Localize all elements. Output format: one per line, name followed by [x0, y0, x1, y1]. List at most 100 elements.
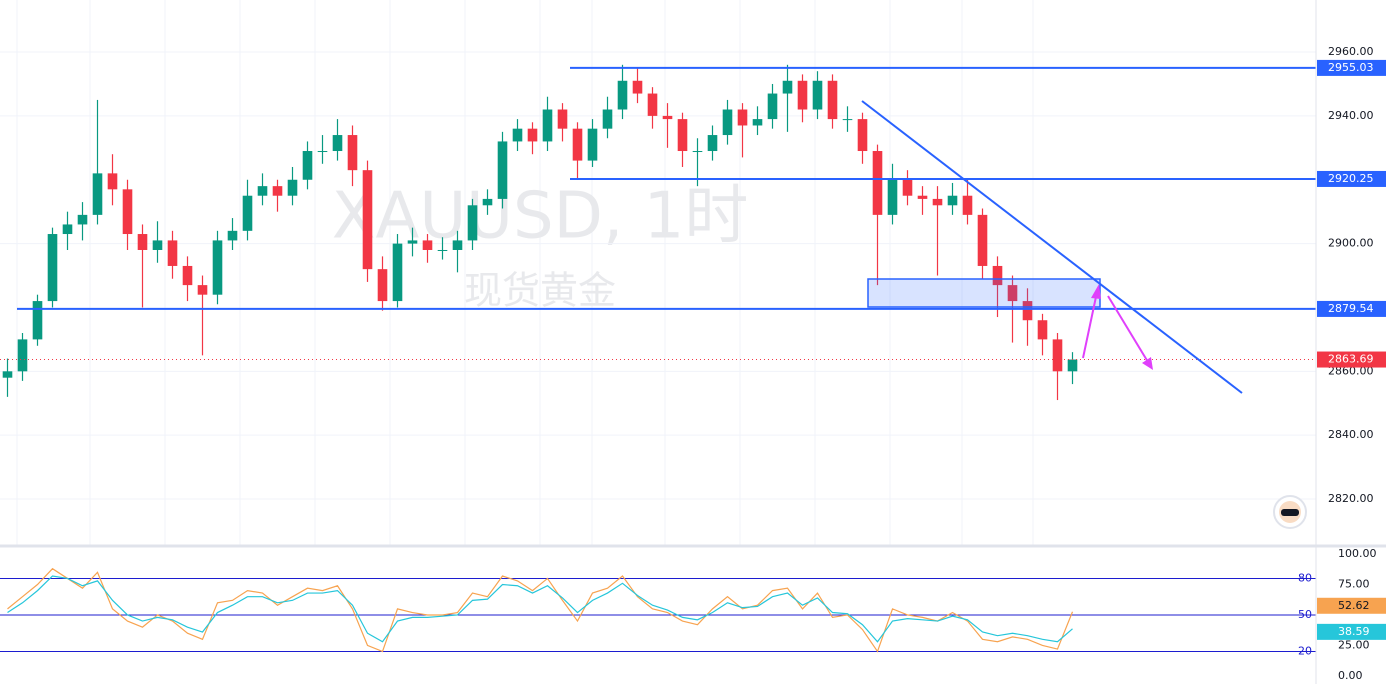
candle-body [437, 249, 448, 251]
candle-body [662, 115, 673, 120]
candle-body [962, 195, 973, 215]
candle-body [587, 128, 598, 161]
candle-body [1007, 285, 1018, 302]
rsi-line [7, 567, 1074, 653]
rsi-level-label: 20 [1298, 644, 1312, 657]
arrow-up-head [1091, 284, 1101, 299]
candle-body [1067, 359, 1078, 372]
rsi-level-label: 80 [1298, 571, 1312, 584]
candle-body [107, 173, 118, 190]
y-tick-label: 2960.00 [1328, 45, 1374, 58]
candle-body [242, 195, 253, 231]
y-tick-label: 2940.00 [1328, 109, 1374, 122]
level-label-bg [1317, 170, 1386, 187]
candle-body [557, 109, 568, 129]
candle-body [947, 195, 958, 206]
candle-body [332, 135, 343, 152]
candle-body [647, 93, 658, 116]
candle-body [167, 240, 178, 266]
candle-body [617, 80, 628, 110]
rsi-value-label: 38.59 [1338, 625, 1370, 638]
rsi-line [7, 575, 1073, 643]
candle-body [932, 198, 943, 206]
candle-body [227, 230, 238, 241]
candle-body [92, 173, 103, 215]
arrow-down [1107, 295, 1149, 363]
candle-body [2, 371, 13, 378]
candle-body [272, 186, 283, 196]
candle-body [137, 234, 148, 250]
candle-body [677, 119, 688, 152]
drawings [861, 100, 1243, 394]
rsi-tick-label: 0.00 [1338, 669, 1363, 682]
candle-body [992, 265, 1003, 286]
candle-body [347, 135, 358, 171]
candle-body [632, 80, 643, 94]
candle-body [722, 109, 733, 136]
candle-body [452, 240, 463, 250]
candle-body [392, 243, 403, 302]
y-tick-label: 2840.00 [1328, 428, 1374, 441]
candle-body [317, 151, 328, 153]
candle-body [422, 240, 433, 250]
level-label-bg [1317, 300, 1386, 317]
candle-body [872, 151, 883, 215]
candle-body [737, 109, 748, 126]
rsi-tick-label: 75.00 [1338, 578, 1370, 591]
candle-body [362, 170, 373, 270]
candle-body [197, 285, 208, 295]
candle-body [977, 214, 988, 266]
rsi-level-label: 50 [1298, 608, 1312, 621]
zone [867, 278, 1101, 308]
arrow-up [1082, 291, 1098, 359]
candle-body [467, 205, 478, 241]
arrow-down-head [1142, 357, 1153, 370]
candle-body [692, 151, 703, 153]
candle-body [77, 214, 88, 225]
candle-body [782, 80, 793, 94]
y-tick-label: 2860.00 [1328, 364, 1374, 377]
y-tick-label: 2820.00 [1328, 492, 1374, 505]
level-label: 2920.25 [1328, 172, 1374, 185]
candle-body [1052, 339, 1063, 372]
candle-body [62, 224, 73, 235]
candle-body [902, 179, 913, 196]
candle-body [32, 301, 43, 340]
candle-body [47, 234, 58, 302]
candle-body [917, 195, 928, 199]
last-price-label: 2863.69 [1328, 353, 1374, 366]
rsi-value-label: 52.62 [1338, 599, 1370, 612]
candle-body [887, 179, 898, 215]
candle-body [257, 186, 268, 196]
level-label-bg [1317, 59, 1386, 76]
candle-body [1037, 320, 1048, 340]
candle-body [767, 93, 778, 120]
rsi-tick-label: 100.00 [1338, 547, 1377, 560]
candle-body [707, 135, 718, 152]
last-price-bg [1317, 351, 1386, 368]
candle-body [17, 339, 28, 372]
y-tick-label: 2900.00 [1328, 237, 1374, 250]
candle-body [797, 80, 808, 110]
widget-icon[interactable] [1273, 495, 1307, 529]
candle-body [482, 198, 493, 206]
candle-body [497, 141, 508, 199]
candle-body [572, 128, 583, 161]
candle-body [1022, 301, 1033, 321]
candle-body [827, 80, 838, 120]
candle-body [212, 240, 223, 295]
candle-body [527, 128, 538, 142]
candle-body [182, 265, 193, 286]
level-label: 2955.03 [1328, 61, 1374, 74]
watermark: XAUUSD, 1时 [332, 180, 749, 254]
candle-body [752, 119, 763, 126]
candle-body [857, 119, 868, 152]
candle-body [122, 189, 133, 235]
candle-body [302, 151, 313, 180]
candle-body [152, 240, 163, 250]
candle-body [542, 109, 553, 142]
trendline [861, 100, 1243, 394]
candle-body [842, 119, 853, 121]
candles [0, 51, 1316, 653]
